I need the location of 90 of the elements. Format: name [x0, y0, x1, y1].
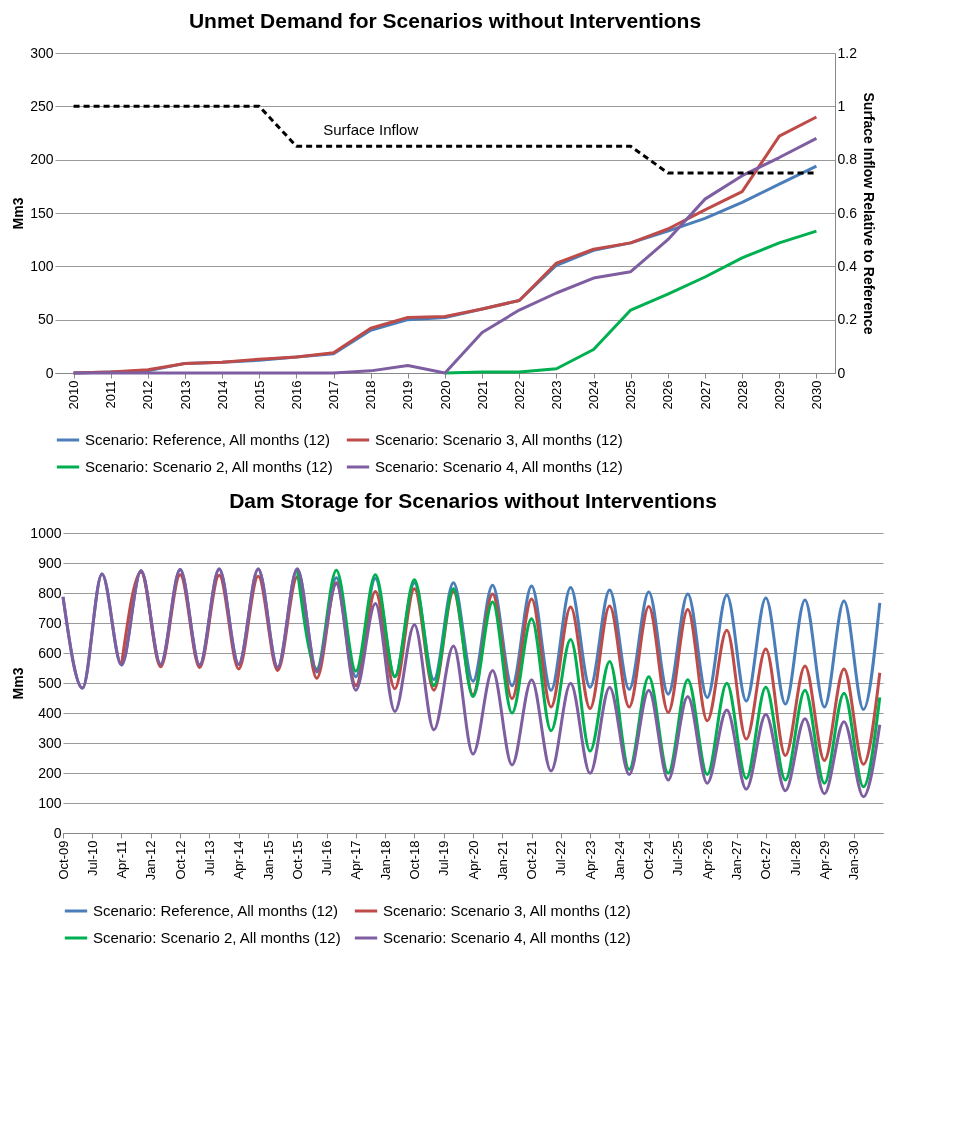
x-tick-label: 2014: [214, 380, 230, 410]
legend-label: Scenario: Scenario 3, All months (12): [383, 902, 631, 919]
y2-tick-label: 0.6: [837, 204, 858, 221]
x-tick-label: 2028: [734, 380, 750, 410]
x-tick-label: Apr-26: [699, 840, 715, 880]
x-tick-label: Jan-18: [377, 840, 393, 881]
x-tick-label: 2022: [511, 380, 527, 410]
line-series: [295, 567, 882, 789]
x-tick-label: 2024: [586, 380, 602, 410]
x-tick-label: Apr-14: [231, 840, 247, 880]
x-tick-label: 2010: [66, 380, 82, 410]
chart-title: Unmet Demand for Scenarios without Interventions: [188, 9, 702, 32]
legend-label: Scenario: Scenario 4, All months (12): [383, 929, 631, 946]
y2-tick-label: 0.8: [837, 151, 858, 168]
x-tick-label: 2017: [326, 380, 342, 410]
x-tick-label: 2025: [623, 380, 639, 410]
x-tick-label: Jul-25: [670, 840, 686, 876]
x-tick-label: Jan-21: [494, 840, 510, 881]
y-tick-label: 150: [30, 204, 54, 221]
y2-tick-label: 0.2: [837, 311, 858, 328]
x-tick-label: Oct-15: [289, 840, 305, 880]
y2-axis-title: Surface Inflow Relative to Reference: [860, 92, 877, 335]
x-tick-label: Jan-15: [260, 840, 276, 881]
y-tick-label: 200: [30, 151, 54, 168]
x-tick-label: Jul-19: [436, 840, 452, 876]
legend-label: Scenario: Scenario 3, All months (12): [375, 431, 623, 448]
y-tick-label: 200: [38, 764, 62, 781]
y2-tick-label: 1: [837, 97, 846, 114]
y-tick-label: 250: [30, 97, 54, 114]
x-tick-label: 2012: [140, 380, 156, 410]
x-tick-label: Apr-23: [582, 840, 598, 880]
x-tick-label: Jul-22: [553, 840, 569, 876]
x-tick-label: Jul-28: [787, 840, 803, 876]
x-tick-label: 2020: [437, 380, 453, 410]
y-tick-label: 900: [38, 554, 62, 571]
x-tick-label: 2016: [288, 380, 304, 410]
x-tick-label: Oct-12: [172, 840, 188, 880]
y2-tick-label: 0.4: [837, 257, 858, 274]
y2-tick-label: 1.2: [837, 44, 858, 61]
y-tick-label: 300: [38, 734, 62, 751]
x-tick-label: Oct-18: [406, 840, 422, 880]
y-tick-label: 300: [30, 44, 54, 61]
x-tick-label: 2027: [697, 380, 713, 410]
x-tick-label: Apr-11: [113, 840, 129, 879]
x-tick-label: Apr-20: [465, 840, 481, 880]
x-tick-label: 2023: [548, 380, 564, 410]
y-tick-label: 400: [38, 704, 62, 721]
legend-label: Scenario: Scenario 2, All months (12): [93, 929, 341, 946]
x-tick-label: Jul-10: [84, 840, 100, 876]
x-tick-label: Apr-17: [348, 840, 364, 880]
x-tick-label: Oct-27: [758, 840, 774, 880]
x-tick-label: 2019: [400, 380, 416, 410]
x-tick-label: 2030: [808, 380, 824, 410]
y-tick-label: 0: [53, 824, 62, 841]
x-tick-label: Oct-24: [641, 840, 657, 880]
y-axis-title: Mm3: [10, 667, 27, 700]
y-tick-label: 50: [37, 311, 54, 328]
series-label: Surface Inflow: [323, 121, 419, 139]
x-tick-label: Jan-24: [611, 840, 627, 881]
x-tick-label: Jul-13: [201, 840, 217, 876]
x-tick-label: Jan-12: [143, 840, 159, 881]
y-tick-label: 600: [38, 644, 62, 661]
x-tick-label: Jul-16: [319, 840, 335, 876]
x-tick-label: 2013: [177, 380, 193, 410]
x-tick-label: 2026: [660, 380, 676, 410]
y-tick-label: 500: [38, 674, 62, 691]
chart-title: Dam Storage for Scenarios without Interventions: [229, 489, 717, 512]
x-tick-label: 2021: [474, 380, 490, 410]
x-tick-label: 2029: [771, 380, 787, 410]
x-tick-label: 2011: [103, 380, 119, 409]
y-tick-label: 100: [38, 794, 62, 811]
x-tick-label: Apr-29: [816, 840, 832, 880]
y-tick-label: 0: [45, 364, 54, 381]
x-tick-label: 2015: [251, 380, 267, 410]
legend-label: Scenario: Reference, All months (12): [85, 431, 331, 448]
line-series: [61, 567, 882, 799]
y-tick-label: 100: [30, 257, 54, 274]
y2-tick-label: 0: [837, 364, 846, 381]
x-tick-label: Oct-21: [524, 840, 540, 880]
legend-label: Scenario: Scenario 2, All months (12): [85, 458, 333, 475]
x-tick-label: Jan-27: [729, 840, 745, 881]
y-tick-label: 1000: [30, 524, 62, 541]
x-tick-label: 2018: [363, 380, 379, 410]
y-tick-label: 700: [38, 614, 62, 631]
y-axis-title: Mm3: [10, 197, 27, 230]
legend-label: Scenario: Scenario 4, All months (12): [375, 458, 623, 475]
x-tick-label: Jan-30: [846, 840, 862, 881]
legend-label: Scenario: Reference, All months (12): [93, 902, 339, 919]
x-tick-label: Oct-09: [55, 840, 71, 880]
y-tick-label: 800: [38, 584, 62, 601]
